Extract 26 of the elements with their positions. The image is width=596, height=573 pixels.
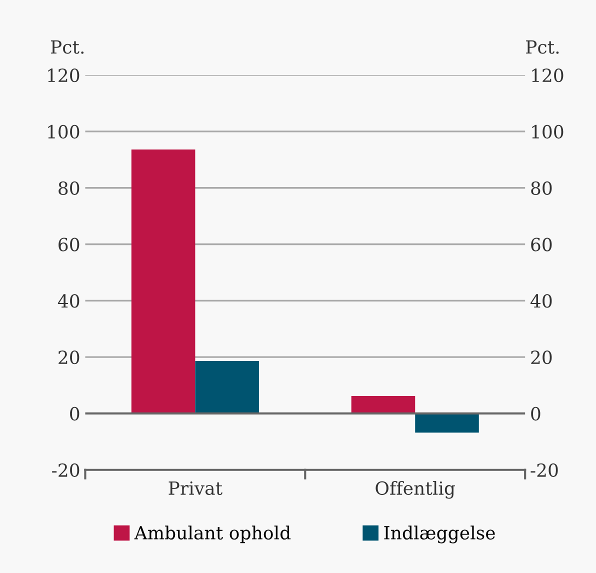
y2-tick-label: 100 xyxy=(532,124,564,139)
legend-label: Ambulant ophold xyxy=(134,526,291,544)
y2-axis-title: Pct. xyxy=(526,40,559,54)
y2-tick-label: 40 xyxy=(530,294,552,308)
y-tick-label: 100 xyxy=(48,124,80,139)
y-tick-label: 80 xyxy=(58,181,80,195)
legend-label: Indlæggelse xyxy=(384,526,495,544)
x-tick-label: Privat xyxy=(168,481,222,495)
y-tick-label: 120 xyxy=(48,68,80,82)
y-tick-label: 60 xyxy=(58,238,80,252)
y2-tick-label: 60 xyxy=(531,238,552,252)
y2-tick-label: 0 xyxy=(531,406,540,421)
y-tick-label: 0 xyxy=(70,406,80,421)
y-tick-label: 20 xyxy=(58,350,80,364)
y-tick-label: 40 xyxy=(58,294,80,308)
bar xyxy=(415,413,479,433)
bar xyxy=(131,150,196,414)
y-axis-title: Pct. xyxy=(50,40,84,54)
y2-tick-label: -20 xyxy=(530,463,558,477)
bar xyxy=(195,361,259,414)
y-tick-label: -20 xyxy=(52,463,80,477)
y2-tick-label: 20 xyxy=(531,350,552,364)
y2-tick-label: 80 xyxy=(531,181,552,195)
bar xyxy=(351,396,416,414)
x-tick-label: Offentlig xyxy=(376,480,456,499)
y2-tick-label: 120 xyxy=(532,68,564,82)
